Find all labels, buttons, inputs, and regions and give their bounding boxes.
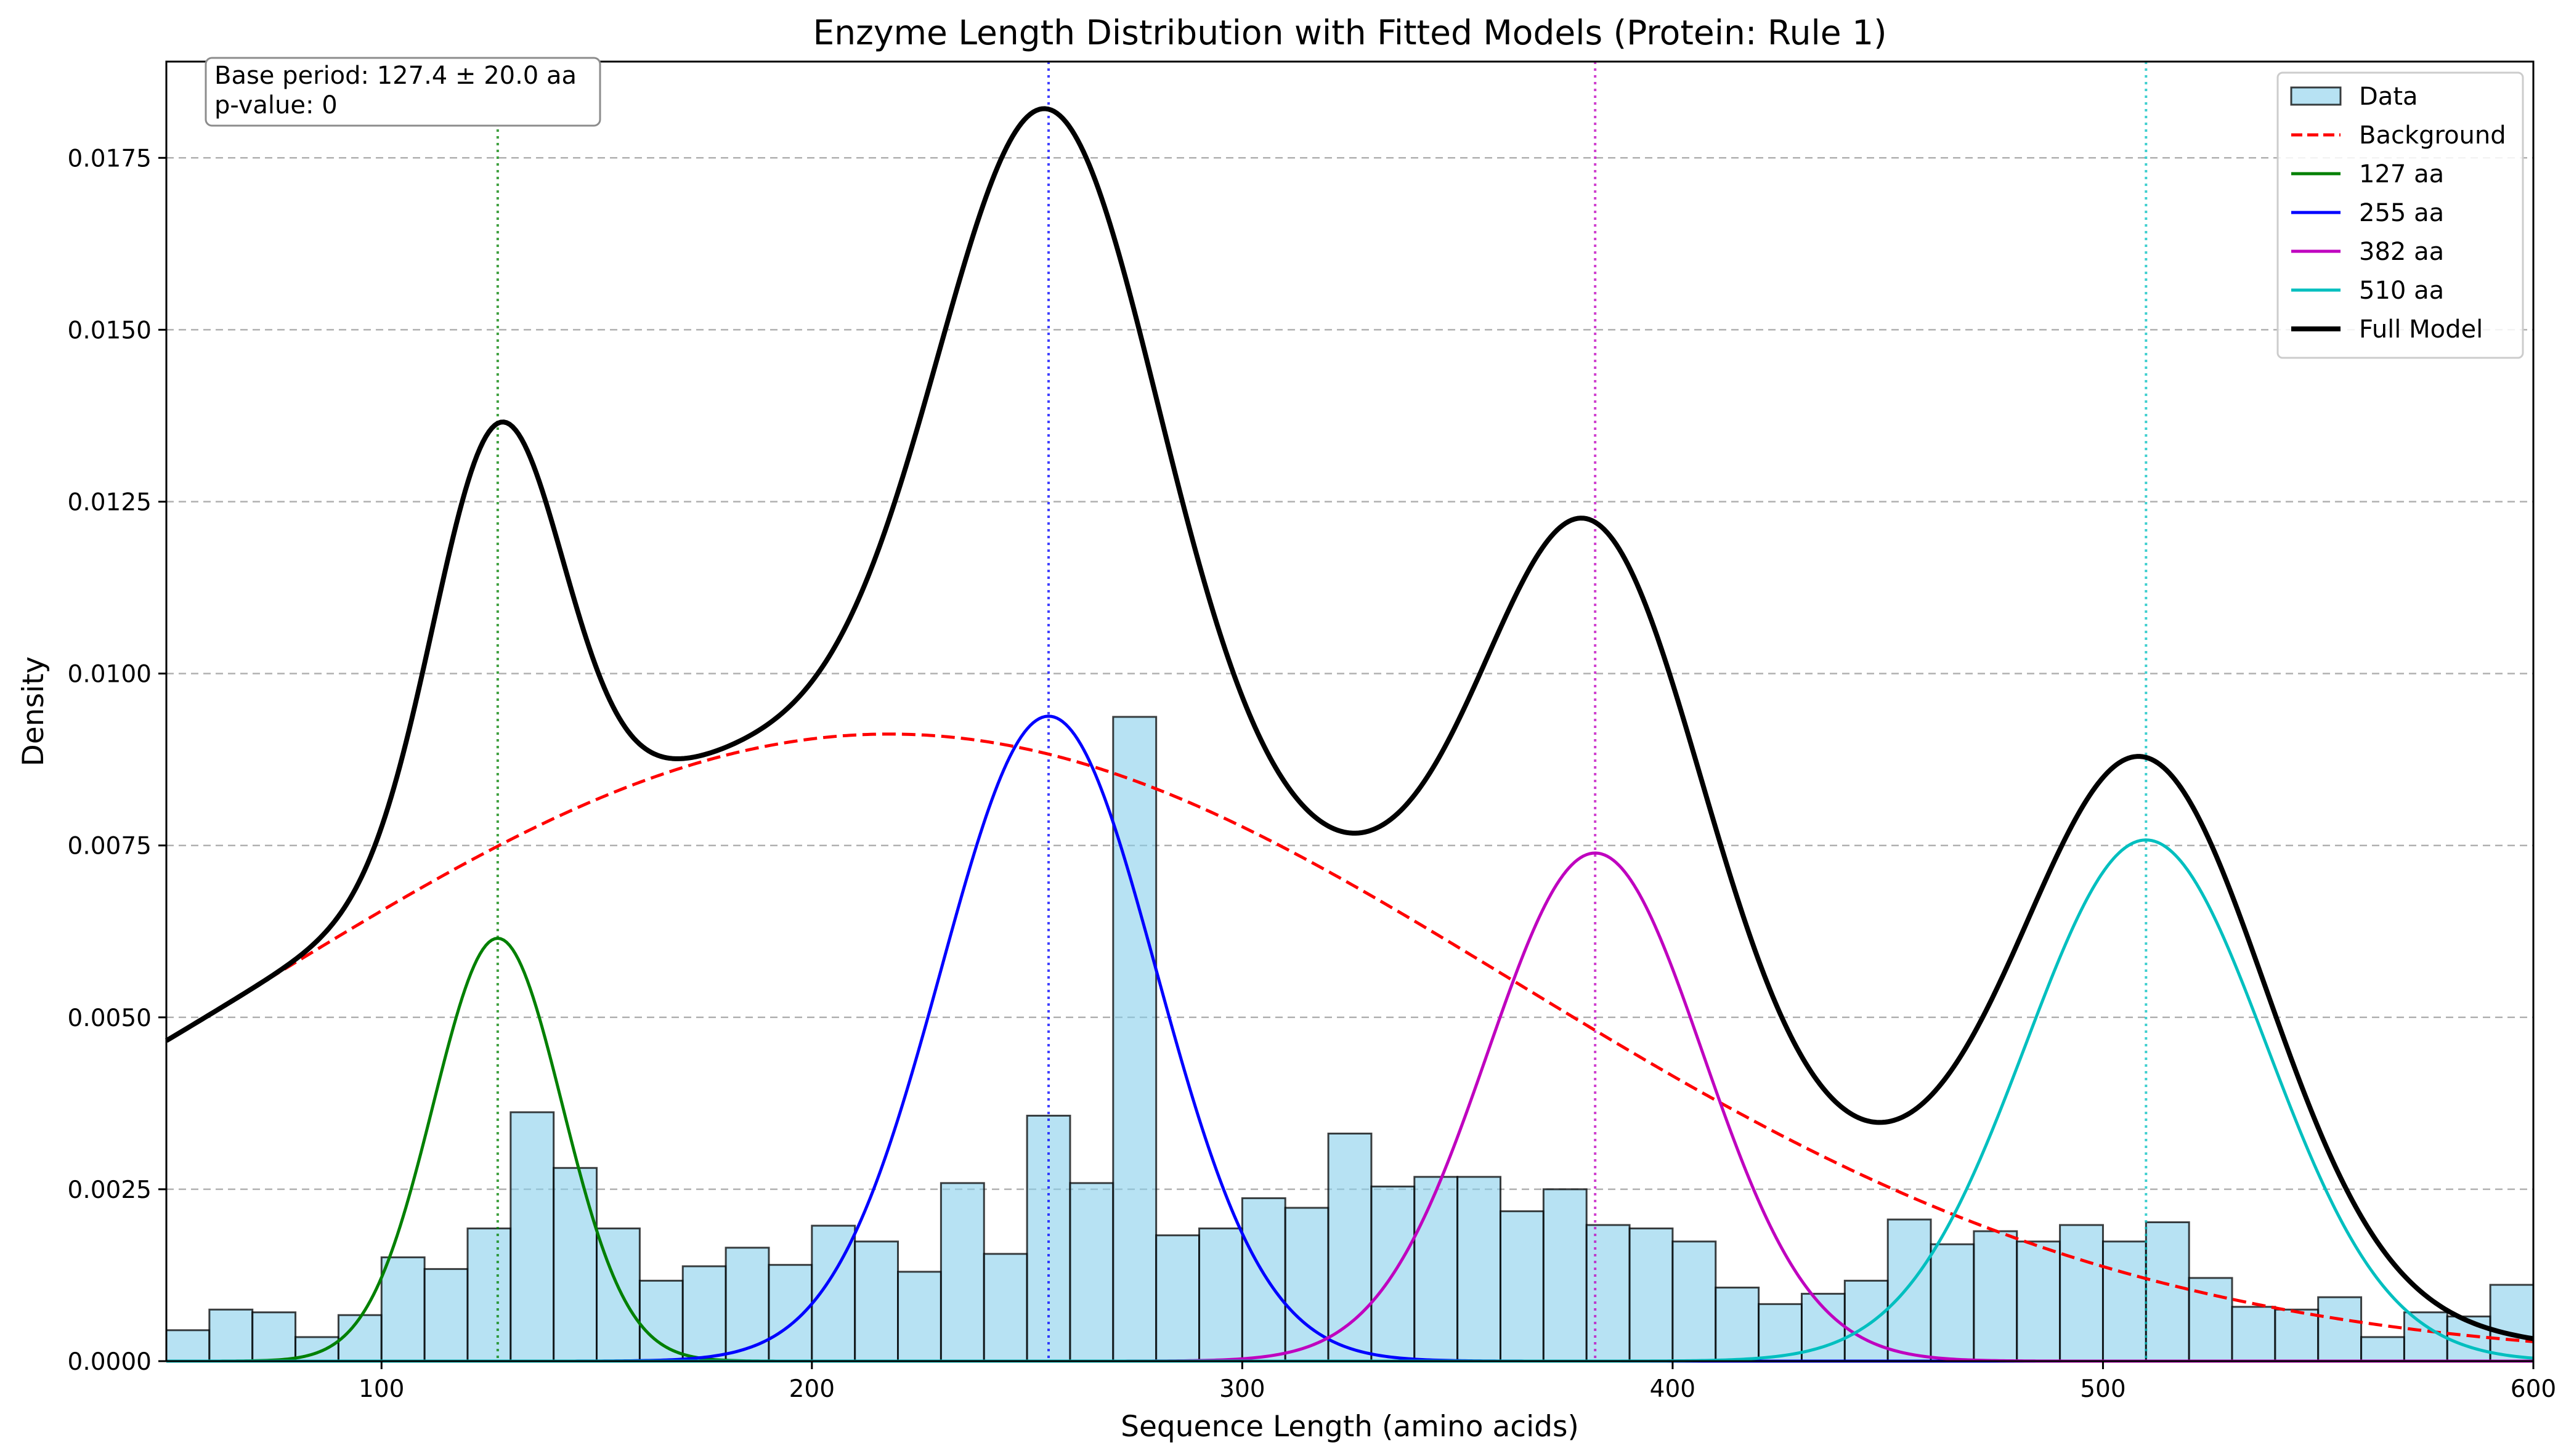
histogram-bar: [1413, 1176, 1459, 1362]
x-tick-label: 500: [2080, 1375, 2125, 1403]
histogram-bar: [1758, 1303, 1803, 1362]
x-tick-label: 200: [789, 1375, 835, 1403]
y-tick-label: 0.0175: [68, 145, 152, 172]
legend-label: 255 aa: [2359, 199, 2444, 227]
histogram-bar: [681, 1265, 727, 1362]
histogram-bar: [2231, 1306, 2276, 1362]
plot-frame: [165, 60, 2535, 1362]
y-tick-label: 0.0000: [68, 1348, 152, 1376]
histogram-bar: [165, 1329, 211, 1362]
legend-frame: [2276, 71, 2524, 359]
histogram-bar: [1973, 1230, 2018, 1362]
histogram-bar: [2360, 1336, 2405, 1362]
legend-label: 127 aa: [2359, 160, 2444, 188]
histogram-bar: [2059, 1224, 2104, 1362]
x-axis-title: Sequence Length (amino acids): [1121, 1410, 1579, 1444]
histogram-bar: [1671, 1240, 1717, 1362]
histogram-bar: [2274, 1308, 2320, 1362]
histogram-bar: [553, 1167, 598, 1362]
annotation-period-text: Base period: 127.4 ± 20.0 aa: [214, 62, 577, 90]
x-tick-label: 100: [359, 1375, 404, 1403]
histogram-bar: [1628, 1227, 1674, 1362]
y-tick-label: 0.0125: [68, 488, 152, 516]
histogram-bar: [208, 1308, 254, 1362]
histogram-bar: [251, 1311, 297, 1362]
histogram-bar: [510, 1111, 555, 1362]
histogram-bar: [2145, 1221, 2190, 1362]
x-tick-label: 400: [1650, 1375, 1695, 1403]
legend-label: Data: [2359, 83, 2418, 111]
histogram-bar: [2016, 1240, 2061, 1362]
chart-title: Enzyme Length Distribution with Fitted M…: [813, 13, 1886, 52]
series-line-0: [165, 732, 2534, 1343]
histogram-bar: [380, 1256, 426, 1362]
y-tick-label: 0.0100: [68, 661, 152, 689]
histogram-bar: [725, 1247, 770, 1362]
histogram-bar: [1456, 1176, 1501, 1362]
legend-label: 510 aa: [2359, 277, 2444, 305]
histogram-bar: [983, 1253, 1028, 1362]
histogram-bar: [638, 1279, 684, 1362]
x-tick-label: 600: [2511, 1375, 2556, 1403]
histogram-bar: [1542, 1188, 1588, 1362]
histogram-bar: [337, 1314, 383, 1362]
x-axis-ticks: 100 200 300 400 500 600: [359, 1361, 2556, 1403]
histogram-bar: [1327, 1132, 1373, 1362]
legend-label: 382 aa: [2359, 238, 2444, 266]
series-line-5: [164, 106, 2534, 1341]
histogram-bar: [1930, 1243, 1975, 1362]
histogram-bar: [1155, 1234, 1201, 1362]
histogram-bar: [940, 1182, 985, 1362]
histogram-bar: [1499, 1210, 1545, 1362]
histogram-bar: [1198, 1227, 1243, 1362]
histogram-bar: [854, 1240, 899, 1362]
y-tick-label: 0.0050: [68, 1005, 152, 1032]
histogram-bar: [1284, 1207, 1330, 1362]
histogram-bars: [165, 716, 2535, 1362]
histogram-bar: [1843, 1279, 1889, 1362]
period-marker-lines: [496, 62, 2148, 1361]
annotation-pvalue-text: p-value: 0: [214, 91, 338, 119]
y-axis-title: Density: [17, 657, 51, 767]
histogram-bar: [1886, 1218, 1932, 1362]
legend-label: Background: [2359, 121, 2506, 150]
histogram-bar: [897, 1271, 942, 1362]
y-tick-label: 0.0150: [68, 317, 152, 344]
histogram-bar: [1585, 1224, 1631, 1362]
legend-swatch-data: [2290, 86, 2342, 106]
y-axis-ticks: 0.0000 0.0025 0.0050 0.0075 0.0100 0.0125 0.01…: [68, 145, 166, 1376]
histogram-bar: [466, 1227, 512, 1362]
histogram-bar: [2489, 1284, 2535, 1362]
histogram-bar: [1112, 716, 1158, 1362]
x-tick-label: 300: [1219, 1375, 1265, 1403]
histogram-bar: [1069, 1182, 1115, 1362]
annotation-background: [205, 57, 601, 127]
histogram-bar: [2101, 1240, 2147, 1362]
histogram-bar: [2317, 1296, 2363, 1362]
legend-label: Full Model: [2359, 315, 2483, 344]
y-tick-label: 0.0025: [68, 1176, 152, 1204]
y-tick-label: 0.0075: [68, 833, 152, 860]
legend: Data Background 127 aa 255 aa 382 aa 510 aa Fu…: [2276, 71, 2524, 359]
histogram-bar: [423, 1268, 469, 1362]
histogram-bar: [1715, 1287, 1760, 1362]
histogram-bar: [1241, 1197, 1286, 1362]
annotation-box: Base period: 127.4 ± 20.0 aa p-value: 0: [205, 57, 601, 127]
